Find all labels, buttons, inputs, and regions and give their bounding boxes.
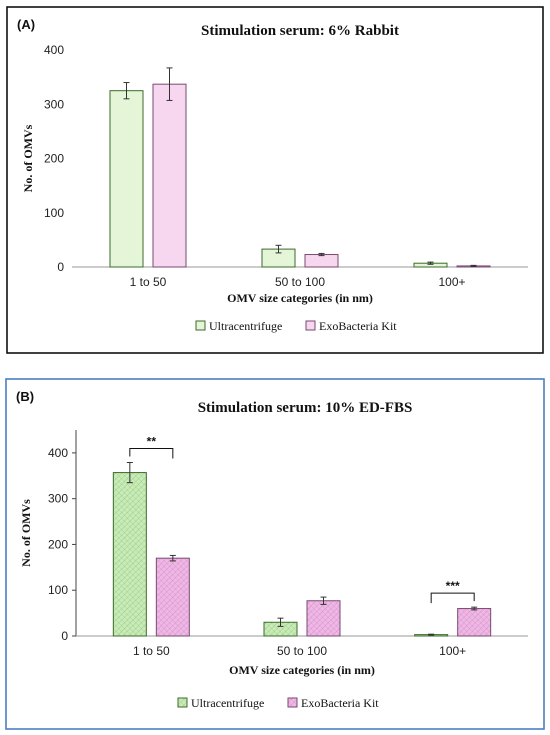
panel-border xyxy=(6,6,544,354)
y-tick-label: 300 xyxy=(44,97,64,111)
x-tick-label: 100+ xyxy=(438,275,465,289)
significance-label: ** xyxy=(147,435,157,449)
legend-label: Ultracentrifuge xyxy=(191,696,264,710)
chart-panel-a: (A) Stimulation serum: 6% Rabbit 0 100 200 30… xyxy=(6,6,544,354)
chart-panel-b: (B) Stimulation serum: 10% ED-FBS 0 100 200 3… xyxy=(0,368,550,735)
x-axis-label: OMV size categories (in nm) xyxy=(229,663,375,677)
x-tick-label: 50 to 100 xyxy=(277,644,327,658)
y-tick-label: 0 xyxy=(61,629,68,643)
y-tick-label: 0 xyxy=(57,260,64,274)
y-tick-label: 100 xyxy=(48,583,68,597)
x-tick-label: 1 to 50 xyxy=(133,644,170,658)
significance-label: *** xyxy=(446,579,460,593)
x-axis-label: OMV size categories (in nm) xyxy=(227,291,373,305)
bar xyxy=(109,90,144,268)
y-tick-label: 200 xyxy=(44,152,64,166)
significance-bracket xyxy=(430,592,475,604)
bar xyxy=(457,608,492,637)
y-tick-label: 200 xyxy=(48,537,68,551)
bar xyxy=(155,557,190,637)
x-tick-label: 50 to 100 xyxy=(275,275,325,289)
legend-swatch xyxy=(195,320,206,331)
y-tick-label: 300 xyxy=(48,492,68,506)
y-tick-label: 400 xyxy=(48,446,68,460)
bar xyxy=(152,83,187,268)
legend-swatch xyxy=(305,320,316,331)
x-tick-label: 100+ xyxy=(439,644,466,658)
chart-title: Stimulation serum: 6% Rabbit xyxy=(201,23,399,39)
chart-title: Stimulation serum: 10% ED-FBS xyxy=(198,400,413,416)
chart-svg: (B) Stimulation serum: 10% ED-FBS 0 100 200 3… xyxy=(5,378,545,730)
x-tick-label: 1 to 50 xyxy=(130,275,167,289)
chart-svg: (A) Stimulation serum: 6% Rabbit 0 100 200 30… xyxy=(6,6,544,354)
significance-bracket xyxy=(129,448,174,459)
legend-label: Ultracentrifuge xyxy=(209,319,282,333)
y-axis-label: No. of OMVs xyxy=(21,124,35,192)
y-tick-label: 100 xyxy=(44,206,64,220)
y-tick-label: 400 xyxy=(44,43,64,57)
legend-swatch xyxy=(287,697,298,708)
legend-label: ExoBacteria Kit xyxy=(301,696,379,710)
panel-label: (A) xyxy=(17,17,35,32)
panel-label: (B) xyxy=(16,389,34,404)
y-axis-label: No. of OMVs xyxy=(19,499,33,567)
panel-border xyxy=(5,378,545,730)
legend-label: ExoBacteria Kit xyxy=(319,319,397,333)
bar xyxy=(112,472,147,637)
bar xyxy=(304,254,339,268)
bar xyxy=(306,600,341,637)
legend-swatch xyxy=(177,697,188,708)
